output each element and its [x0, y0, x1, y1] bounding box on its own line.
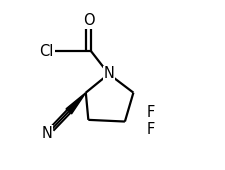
Text: N: N: [103, 66, 114, 81]
Text: F: F: [146, 105, 154, 120]
Text: N: N: [41, 126, 52, 141]
Text: Cl: Cl: [39, 44, 54, 58]
Polygon shape: [66, 93, 86, 114]
Text: O: O: [82, 13, 94, 28]
Text: F: F: [146, 122, 154, 137]
